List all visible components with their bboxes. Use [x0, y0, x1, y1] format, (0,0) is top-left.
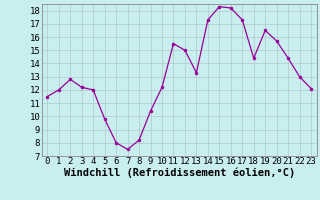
X-axis label: Windchill (Refroidissement éolien,°C): Windchill (Refroidissement éolien,°C) — [64, 168, 295, 178]
